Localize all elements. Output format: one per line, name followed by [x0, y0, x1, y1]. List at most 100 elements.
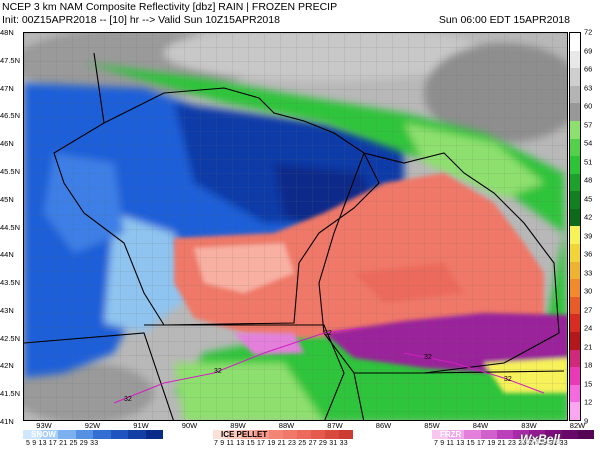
wxbell-logo: WxBell [520, 432, 561, 446]
legend-swatch [545, 430, 562, 439]
colorbar-swatch [570, 402, 580, 420]
contour-label: 32 [124, 396, 132, 403]
colorbar-tick: 48 [584, 175, 593, 185]
lon-label: 82W [569, 421, 586, 430]
colorbar-tick: 21 [584, 342, 593, 352]
ice-pellet-legend-numbers: 7 9 11 13 15 17 19 21 23 25 27 29 31 33 [214, 440, 348, 447]
iowa-border [24, 332, 174, 420]
colorbar-swatch [570, 367, 580, 385]
legend-swatch [529, 430, 546, 439]
legend-swatch [448, 430, 465, 439]
lat-label: 44N [0, 250, 14, 260]
minnesota-border [93, 52, 105, 124]
legend-swatch [227, 430, 241, 439]
colorbar-tick: 18 [584, 360, 593, 370]
lat-label: 43.5N [0, 278, 21, 288]
colorbar-tick: 27 [584, 305, 593, 315]
colorbar-swatch [570, 156, 580, 174]
lat-label: 44.5N [0, 222, 21, 232]
ice-pellet-legend-label: ICE PELLET [221, 430, 268, 439]
contour-label: 32 [504, 376, 512, 383]
colorbar-tick: 69 [584, 46, 593, 56]
legend-swatch [145, 430, 163, 439]
illinois-border [144, 324, 345, 420]
legend-swatch [297, 430, 311, 439]
colorbar-swatch [570, 261, 580, 280]
freezing-contour-line-east [403, 352, 545, 394]
legend-swatch [311, 430, 325, 439]
colorbar-swatch [570, 279, 580, 297]
lon-label: 87W [327, 421, 343, 430]
colorbar-tick: 66 [584, 64, 593, 74]
reflectivity-map: 32 32 32 32 32 [23, 32, 568, 421]
title-line-2: Init: 00Z15APR2018 -- [10] hr --> Valid … [2, 14, 280, 26]
lon-label: 93W [36, 421, 52, 430]
michigan-border [318, 152, 560, 374]
lat-label: 46N [0, 139, 14, 149]
colorbar-tick: 33 [584, 268, 593, 278]
colorbar-tick: 39 [584, 231, 593, 241]
lon-label: 88W [278, 421, 295, 430]
lat-label: 42N [0, 361, 14, 371]
legend-swatch [577, 430, 595, 439]
lat-label: 47N [0, 83, 14, 93]
colorbar-swatch [570, 138, 580, 157]
legend-swatch [513, 430, 530, 439]
colorbar-swatch [570, 384, 580, 403]
legend-swatch [128, 430, 146, 439]
map-svg: 32 32 32 32 32 [24, 33, 567, 420]
colorbar-tick: 24 [584, 323, 593, 333]
colorbar-tick: 12 [584, 397, 593, 407]
colorbar-swatch [570, 226, 580, 245]
legend-swatch [464, 430, 481, 439]
colorbar-swatch [570, 50, 580, 69]
colorbar-tick: 45 [584, 194, 593, 204]
lat-label: 45.5N [0, 166, 21, 176]
legend-swatch [213, 430, 227, 439]
colorbar-swatch [570, 32, 580, 51]
colorbar-tick: 63 [584, 83, 593, 93]
legend-swatch [23, 430, 41, 439]
legend-swatch [325, 430, 339, 439]
colorbar-tick: 57 [584, 120, 593, 130]
legend-swatch [496, 430, 514, 439]
legend-swatch [40, 430, 58, 439]
colorbar-swatch [570, 208, 580, 227]
frzr-legend-numbers: 7 9 11 13 15 17 19 21 23 25 27 29 31 33 [434, 440, 568, 447]
legend-swatch [561, 430, 578, 439]
lat-label: 41N [0, 417, 14, 426]
colorbar-tick: 36 [584, 249, 593, 259]
colorbar-swatch [570, 314, 580, 333]
lat-label: 46.5N [0, 111, 21, 121]
snow-legend-numbers: 5 9 13 17 21 25 29 33 [26, 440, 99, 447]
colorbar-tick: 15 [584, 379, 593, 389]
colorbar-tick: 60 [584, 101, 593, 111]
legend-swatch [283, 430, 297, 439]
colorbar-swatch [570, 332, 580, 350]
legend-swatch [269, 430, 283, 439]
lat-label: 48N [0, 28, 14, 37]
lon-label: 91W [133, 421, 149, 430]
colorbar-swatch [570, 173, 580, 192]
legend-swatch [241, 430, 255, 439]
colorbar-swatch [570, 85, 580, 104]
lon-label: 89W [230, 421, 246, 430]
reflectivity-colorbar [569, 32, 581, 421]
colorbar-swatch [570, 68, 580, 86]
lon-label: 84W [472, 421, 489, 430]
colorbar-tick: 9 [584, 416, 589, 426]
legend-swatch [110, 430, 128, 439]
legend-swatch [339, 430, 353, 439]
wisconsin-border [53, 87, 380, 326]
legend-swatch [480, 430, 497, 439]
lon-label: 86W [375, 421, 392, 430]
colorbar-swatch [570, 120, 580, 139]
colorbar-tick: 51 [584, 157, 593, 167]
lon-label: 90W [181, 421, 198, 430]
lon-label: 85W [424, 421, 440, 430]
lat-label: 41.5N [0, 389, 21, 399]
lon-label: 92W [84, 421, 101, 430]
colorbar-tick: 42 [584, 212, 593, 222]
contour-label: 32 [214, 368, 222, 375]
legend-swatch [93, 430, 111, 439]
